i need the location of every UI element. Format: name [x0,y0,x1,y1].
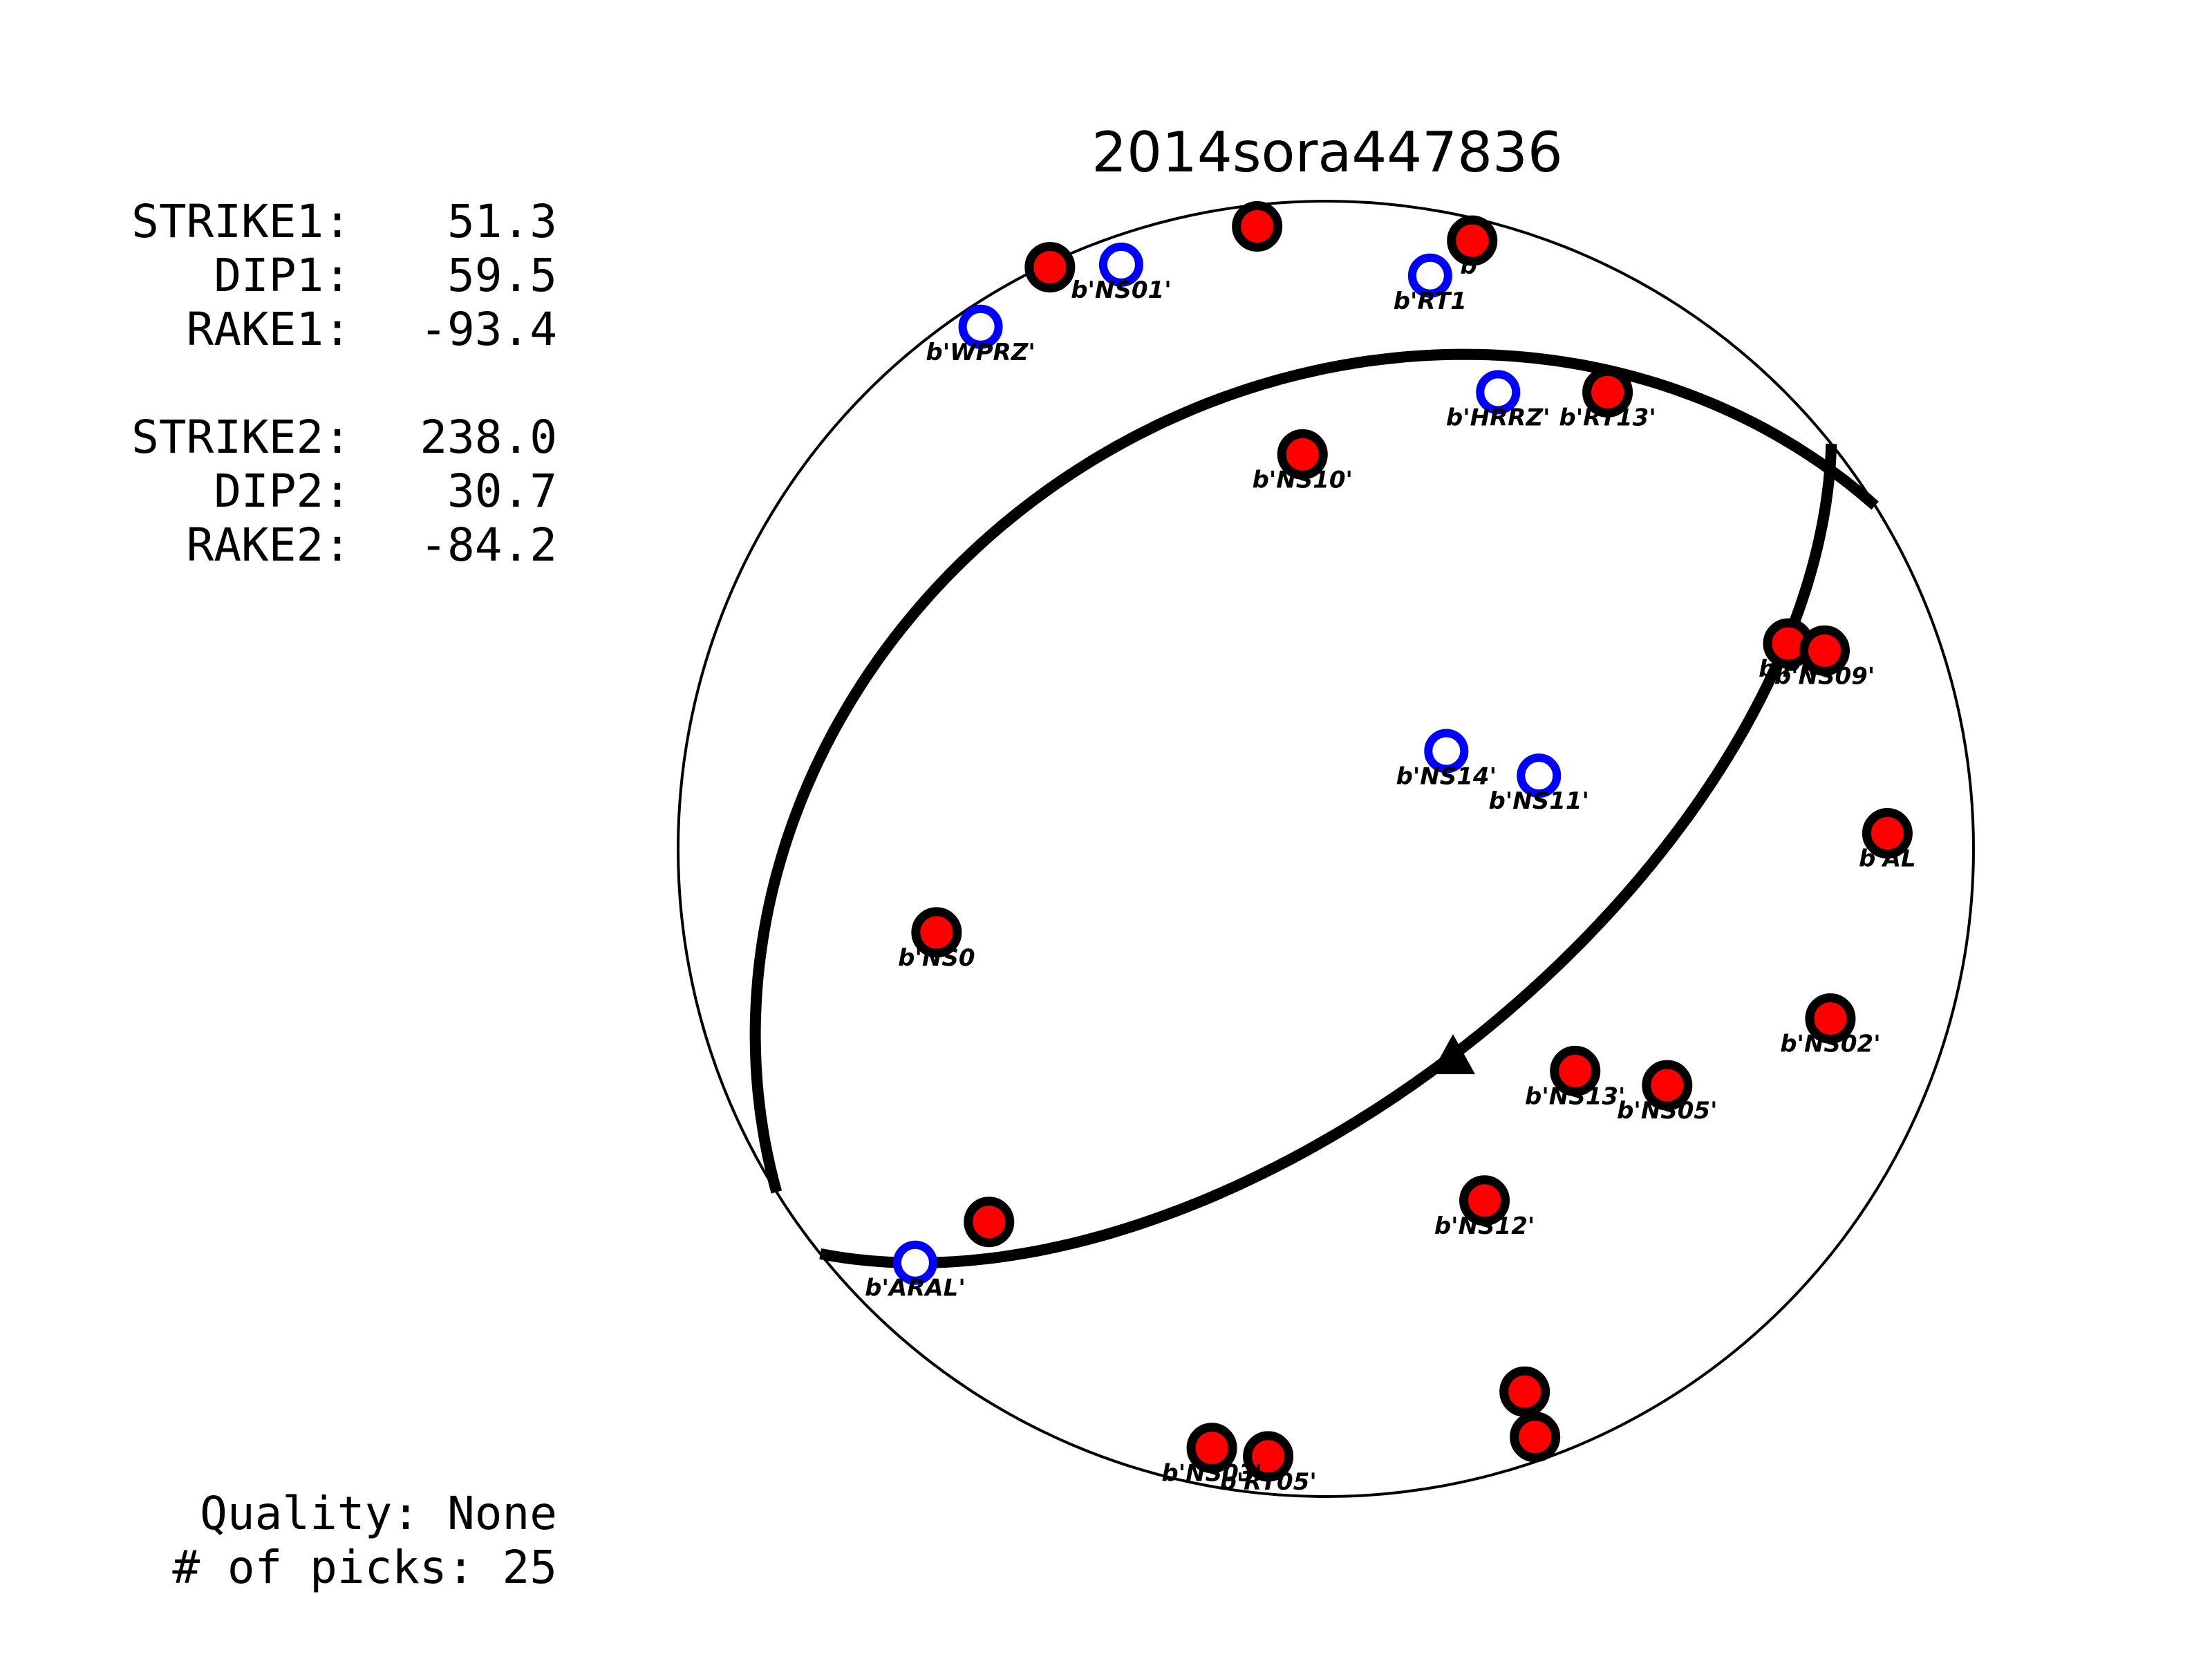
slip-vector-marker [1431,1034,1475,1074]
dilatation-marker [1407,253,1452,298]
param-label: DIP1: [214,249,351,302]
dilatation-marker [1098,242,1143,287]
quality-text: Quality: None [200,1487,557,1540]
compression-marker [1186,1423,1237,1474]
compression-marker [1582,366,1633,418]
compression-marker [1232,201,1283,252]
station-label: b'NS09' [1774,662,1875,690]
picks-label: # of picks: [172,1541,474,1594]
station-label: b'NS10' [1253,466,1353,494]
station-label: b'NS01' [1071,276,1171,304]
station-label: b'NS11' [1489,787,1589,815]
compression-marker [1447,215,1498,266]
dilatation-marker [958,304,1003,349]
picks-value: 25 [503,1541,557,1594]
station-label: b'NS05' [1617,1097,1717,1125]
quality-info: Quality: None # of picks: 25 [172,1487,557,1594]
station-label: b' [1460,252,1484,280]
compression-marker [1642,1060,1693,1111]
station-label: b'NS0 [898,944,975,972]
compression-marker [1024,242,1076,293]
dilatation-marker [1424,729,1469,774]
station-label: b'WPRZ' [926,339,1035,366]
param-value: 51.3 [447,195,557,248]
param-value: 30.7 [447,465,557,518]
station-label: b'NS12' [1434,1212,1535,1240]
dilatation-marker [1517,753,1562,798]
compression-marker [1499,1366,1550,1417]
param-value: 238.0 [420,411,557,464]
param-label: STRIKE2: [131,411,351,464]
station-polarities: b'NS01' b'WPRZ' b'RT1 b'HRRZ' b'NS14'b'NS11'… [865,201,1916,1496]
compression-marker [1277,429,1328,480]
param-value: -84.2 [420,518,557,572]
param-value: -93.4 [420,303,557,356]
station-label: b'NS02' [1780,1030,1880,1058]
quality-label: Quality: [200,1487,420,1540]
chart-title: 2014sora447836 [1091,120,1563,185]
compression-marker [1459,1175,1510,1226]
param-value: 59.5 [447,249,557,302]
compression-marker [1510,1412,1561,1463]
station-label: b'NS13' [1525,1082,1625,1110]
compression-marker [1799,625,1850,676]
station-label: b'ARAL' [865,1275,966,1302]
nodal-plane-curve [819,443,1837,1268]
quality-value: None [447,1487,557,1540]
dilatation-marker [892,1240,937,1285]
compression-marker [1550,1045,1601,1096]
station-label: b'RT13' [1559,404,1656,431]
slip-vector-triangle [1431,1034,1475,1074]
station-label: b'RT05' [1219,1468,1316,1496]
fault-parameters: STRIKE1: 51.3 DIP1: 59.5 RAKE1: -93.4 STRIKE2:… [131,195,557,572]
param-label: STRIKE1: [131,195,351,248]
station-label: b'RT1 [1394,288,1467,315]
compression-marker [1805,993,1856,1044]
compression-marker [964,1197,1015,1248]
dilatation-marker [1476,370,1521,415]
compression-marker [1243,1431,1294,1482]
compression-marker [1862,808,1913,859]
station-label: b'HRRZ' [1446,404,1550,431]
picks-text: # of picks: 25 [172,1541,557,1594]
param-label: RAKE2: [187,518,351,572]
station-label: b'NS14' [1396,763,1497,791]
station-label: b'AL [1859,845,1916,873]
compression-marker [911,907,962,958]
station-label: b'NS03' [1161,1460,1262,1488]
focal-sphere-outline [677,200,1975,1498]
param-label: RAKE1: [187,303,351,356]
param-label: DIP2: [214,465,351,518]
